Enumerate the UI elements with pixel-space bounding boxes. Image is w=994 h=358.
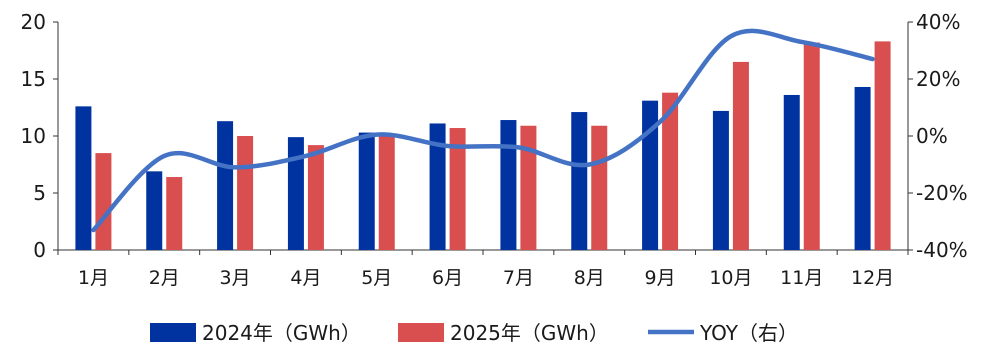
bar [712, 110, 729, 250]
bar [500, 120, 517, 250]
bar [520, 125, 537, 250]
bar [146, 171, 163, 250]
bar [75, 106, 92, 250]
y-right-tick-label: 40% [916, 10, 960, 34]
y-right-tick-label: -20% [916, 181, 968, 205]
legend-label: YOY（右） [699, 321, 798, 345]
bar [803, 42, 820, 250]
bar [571, 112, 588, 250]
y-left-tick-label: 5 [33, 181, 46, 205]
y-right-tick-label: -40% [916, 238, 968, 262]
bar [732, 61, 749, 251]
x-tick-label: 2月 [149, 267, 180, 289]
bars [75, 41, 891, 251]
bar [358, 132, 375, 250]
bar [166, 177, 183, 250]
bar [874, 41, 891, 250]
x-tick-label: 7月 [503, 267, 534, 289]
bar [217, 121, 234, 251]
x-tick-label: 1月 [78, 267, 109, 289]
bar [307, 145, 324, 250]
bar [95, 153, 112, 250]
bar [642, 100, 659, 250]
y-right-tick-label: 20% [916, 67, 960, 91]
x-tick-label: 9月 [645, 267, 676, 289]
bar [287, 137, 304, 250]
x-tick-label: 3月 [220, 267, 251, 289]
y-left-tick-label: 15 [21, 67, 46, 91]
yoy-line [91, 28, 875, 233]
legend-label: 2024年（GWh） [202, 321, 361, 345]
bar [662, 92, 679, 251]
y-left-tick-label: 0 [33, 238, 46, 262]
legend: 2024年（GWh） 2025年（GWh） YOY（右） [150, 321, 798, 345]
y-left-tick-label: 10 [21, 124, 46, 148]
x-tick-label: 11月 [780, 267, 823, 289]
x-tick-label: 6月 [432, 267, 463, 289]
x-tick-label: 8月 [574, 267, 605, 289]
x-tick-label: 4月 [290, 267, 321, 289]
x-tick-label: 12月 [851, 267, 894, 289]
y-left-tick-label: 20 [21, 10, 46, 34]
legend-swatch [398, 323, 444, 342]
bar [378, 133, 395, 250]
x-tick-label: 10月 [709, 267, 752, 289]
y-right-tick-label: 0% [916, 124, 948, 148]
labels: 0 5 10 15 20 -40% -20% 0% 20% 40% 1月 2月 3月 4月 5月 6月 7月 8月… [21, 10, 968, 289]
bar [237, 136, 254, 250]
bar [783, 94, 800, 251]
legend-swatch [150, 323, 196, 342]
axes [53, 21, 913, 255]
lines [91, 28, 875, 233]
bar [429, 123, 446, 250]
x-tick-label: 5月 [361, 267, 392, 289]
bar [854, 86, 871, 250]
legend-label: 2025年（GWh） [450, 321, 609, 345]
bar [591, 125, 608, 250]
bar [449, 128, 466, 250]
